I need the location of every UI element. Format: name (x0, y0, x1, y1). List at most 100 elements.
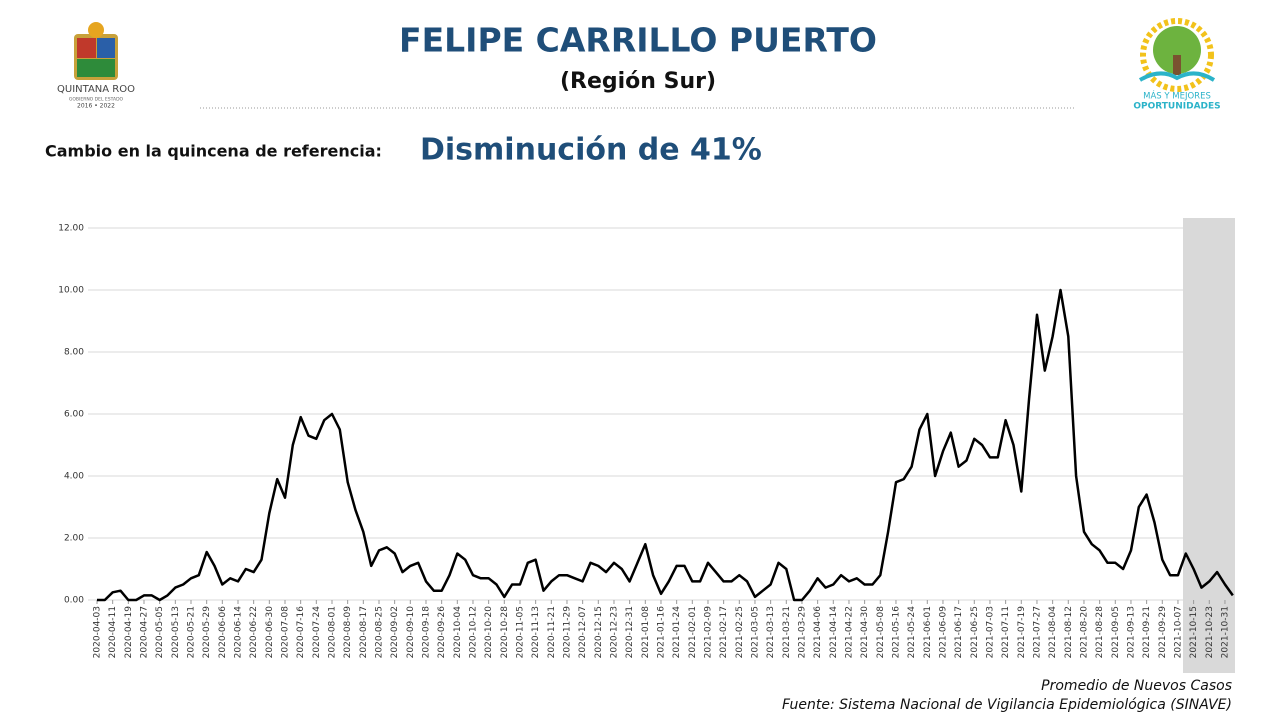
logo-years: 2016 • 2022 (77, 103, 115, 110)
waves (1138, 71, 1216, 82)
x-tick-label: 2020-06-30 (265, 606, 275, 659)
x-tick-label: 2020-05-21 (186, 606, 196, 658)
x-tick-label: 2021-03-13 (766, 606, 776, 658)
sun (88, 22, 104, 38)
x-tick-label: 2020-09-26 (437, 606, 447, 659)
subtitle: (Región Sur) (560, 69, 716, 94)
x-tick-label: 2020-09-10 (406, 606, 416, 659)
x-tick-label: 2021-04-14 (829, 606, 839, 659)
title: FELIPE CARRILLO PUERTO (399, 21, 877, 60)
data-line (97, 288, 1234, 602)
x-tick-label: 2021-09-21 (1142, 606, 1152, 658)
x-tick-label: 2020-11-13 (531, 606, 541, 658)
x-tick-label: 2020-12-31 (625, 606, 635, 658)
shield-part (97, 38, 115, 58)
x-tick-label: 2020-10-20 (484, 606, 494, 659)
x-tick-label: 2021-10-15 (1189, 606, 1199, 658)
x-tick-label: 2021-08-28 (1095, 606, 1105, 659)
x-tick-label: 2020-10-04 (453, 606, 463, 659)
x-tick-label: 2020-08-09 (343, 606, 353, 659)
x-tick-label: 2020-12-07 (578, 606, 588, 658)
chart: 0.00 2.00 4.00 6.00 8.00 10.00 12.00 2020-04-03… (58, 218, 1235, 673)
x-tick-label: 2021-03-21 (782, 606, 792, 658)
y-tick-label: 2.00 (64, 534, 84, 544)
x-tick-label: 2021-02-17 (719, 606, 729, 658)
shaded-period (1183, 218, 1235, 673)
shield-part (77, 38, 96, 58)
x-tick-label: 2020-09-02 (390, 606, 400, 658)
x-tick-label: 2021-05-16 (891, 606, 901, 659)
x-tick-label: 2020-06-06 (218, 606, 228, 659)
x-tick-label: 2020-04-27 (139, 606, 149, 658)
logo-right: MÁS Y MEJORES OPORTUNIDADES (1133, 18, 1221, 112)
logo-sub: GOBIERNO DEL ESTADO (69, 97, 124, 103)
x-tick-label: 2021-04-06 (813, 606, 823, 659)
x-tick-label: 2020-06-14 (233, 606, 243, 659)
y-tick-label: 8.00 (64, 348, 84, 358)
x-tick-label: 2020-11-21 (547, 606, 557, 658)
x-tick-label: 2021-03-05 (750, 606, 760, 658)
x-tick-label: 2021-09-29 (1158, 606, 1168, 659)
x-tick-label: 2021-06-09 (938, 606, 948, 659)
x-tick-label: 2020-08-17 (359, 606, 369, 658)
x-tick-label: 2020-04-19 (124, 606, 134, 659)
x-tick-label: 2020-11-05 (515, 606, 525, 658)
footer-note: Promedio de Nuevos Casos (1041, 678, 1232, 694)
x-tick-label: 2020-07-16 (296, 606, 306, 659)
x-tick-label: 2020-07-24 (312, 606, 322, 659)
x-tick-label: 2021-07-03 (985, 606, 995, 658)
x-tick-label: 2021-10-23 (1205, 606, 1215, 658)
x-tick-label: 2021-02-25 (735, 606, 745, 658)
x-tick-label: 2021-01-08 (641, 606, 651, 659)
x-tick-label: 2020-07-08 (280, 606, 290, 659)
x-tick-label: 2020-10-28 (500, 606, 510, 659)
x-tick-label: 2020-04-03 (93, 606, 103, 658)
x-tick-label: 2021-05-24 (907, 606, 917, 659)
x-tick-label: 2020-05-05 (155, 606, 165, 658)
x-tick-label: 2021-05-08 (876, 606, 886, 659)
tree (1153, 26, 1201, 74)
x-tick-label: 2020-08-25 (374, 606, 384, 658)
x-tick-label: 2020-11-29 (562, 606, 572, 659)
x-tick-label: 2021-08-04 (1048, 606, 1058, 659)
x-tick-label: 2021-10-07 (1173, 606, 1183, 658)
x-tick-label: 2021-07-11 (1001, 606, 1011, 658)
x-tick-label: 2021-04-30 (860, 606, 870, 659)
x-tick-label: 2021-09-05 (1111, 606, 1121, 658)
logo-line: OPORTUNIDADES (1133, 102, 1220, 112)
x-tick-label: 2020-05-13 (171, 606, 181, 658)
x-tick-label: 2020-12-15 (594, 606, 604, 658)
y-tick-label: 0.00 (64, 596, 84, 606)
x-tick-label: 2021-01-16 (656, 606, 666, 659)
x-tick-label: 2021-08-20 (1079, 606, 1089, 659)
x-tick-label: 2020-09-18 (421, 606, 431, 659)
y-tick-label: 12.00 (58, 224, 84, 234)
logo-left: QUINTANA ROO GOBIERNO DEL ESTADO 2016 • … (57, 22, 135, 110)
footer-source: Fuente: Sistema Nacional de Vigilancia E… (782, 697, 1232, 713)
sun-rays (1140, 18, 1214, 92)
x-tick-label: 2021-10-31 (1220, 606, 1230, 658)
x-tick-label: 2020-06-22 (249, 606, 259, 658)
x-tick-label: 2021-01-24 (672, 606, 682, 659)
y-tick-label: 4.00 (64, 472, 84, 482)
x-tick-label: 2021-07-19 (1017, 606, 1027, 659)
x-tick-label: 2021-06-17 (954, 606, 964, 658)
x-tick-label: 2021-04-22 (844, 606, 854, 658)
y-tick-label: 10.00 (58, 286, 84, 296)
y-tick-label: 6.00 (64, 410, 84, 420)
x-tick-label: 2021-06-01 (923, 606, 933, 658)
x-tick-label: 2020-05-29 (202, 606, 212, 659)
trunk (1173, 55, 1181, 75)
x-tick-label: 2020-12-23 (609, 606, 619, 658)
shield-part (77, 59, 115, 77)
logo-line: MÁS Y MEJORES (1143, 90, 1211, 102)
x-tick-label: 2021-09-13 (1126, 606, 1136, 658)
x-tick-label: 2021-03-29 (797, 606, 807, 659)
x-tick-label: 2020-10-12 (468, 606, 478, 658)
change-value: Disminución de 41% (420, 133, 762, 168)
x-tick-label: 2020-08-01 (327, 606, 337, 658)
x-tick-label: 2021-02-09 (703, 606, 713, 659)
x-tick-label: 2020-04-11 (108, 606, 118, 658)
x-tick-label: 2021-02-01 (688, 606, 698, 658)
